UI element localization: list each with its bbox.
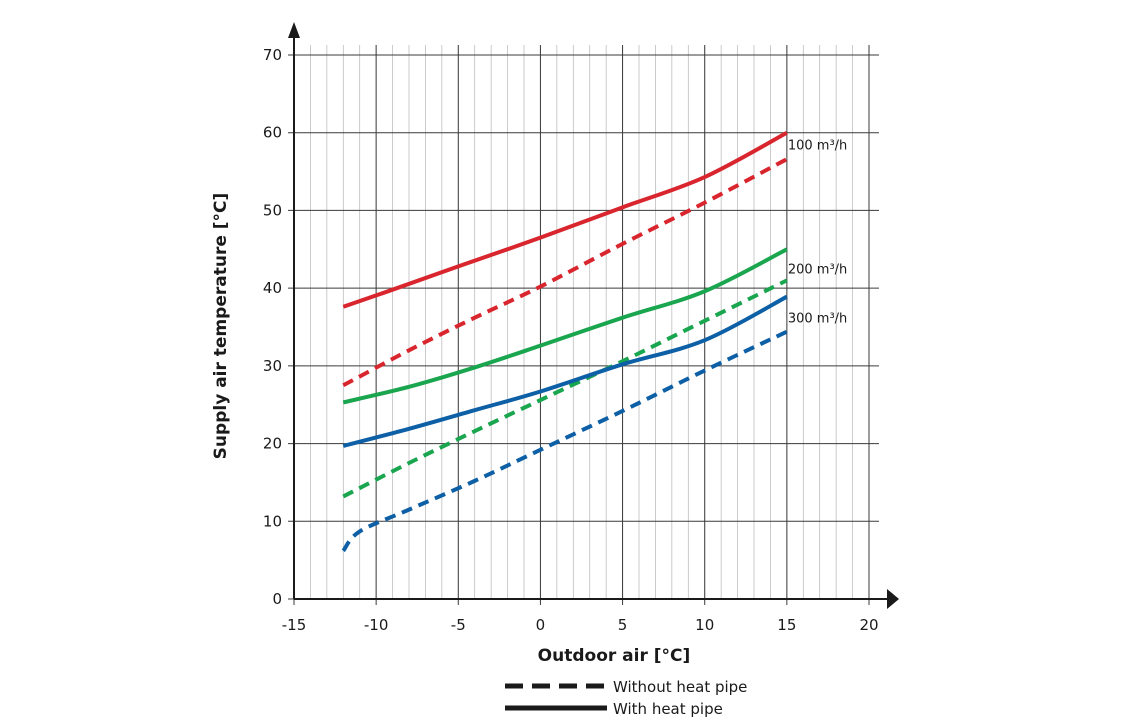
- y-tick-label: 30: [263, 357, 282, 375]
- series-lines: [341, 130, 788, 553]
- y-tick-label: 70: [263, 46, 282, 64]
- y-axis-arrow-icon: [288, 22, 300, 38]
- x-tick-label: -10: [364, 616, 389, 634]
- x-tick-label: 10: [695, 616, 714, 634]
- series-line-200-solid: [342, 247, 788, 405]
- legend: Without heat pipe With heat pipe: [505, 678, 747, 718]
- series-line-100-dashed: [342, 157, 788, 388]
- airflow-label-300: 300 m³/h: [788, 312, 847, 327]
- legend-label-without-heat-pipe: Without heat pipe: [613, 678, 747, 696]
- y-tick-label: 20: [263, 435, 282, 453]
- x-tick-label: 0: [536, 616, 546, 634]
- x-tick-label: -5: [451, 616, 466, 634]
- x-tick-label: 15: [777, 616, 796, 634]
- y-tick-label: 50: [263, 201, 282, 219]
- y-tick-label: 40: [263, 279, 282, 297]
- series-line-100-solid: [342, 130, 788, 309]
- x-tick-label: 20: [859, 616, 878, 634]
- legend-label-with-heat-pipe: With heat pipe: [613, 700, 723, 718]
- x-axis-title: Outdoor air [°C]: [538, 646, 691, 666]
- airflow-label-100: 100 m³/h: [788, 138, 847, 153]
- x-tick-label: 5: [618, 616, 628, 634]
- y-tick-label: 0: [272, 590, 282, 608]
- axes: [288, 22, 899, 609]
- airflow-label-200: 200 m³/h: [788, 263, 847, 278]
- y-axis-title: Supply air temperature [°C]: [211, 193, 231, 460]
- y-tick-label: 10: [263, 512, 282, 530]
- minor-grid: [293, 45, 870, 599]
- x-tick-label: -15: [282, 616, 307, 634]
- y-tick-labels: 0 10 20 30 40 50 60 70: [263, 46, 282, 608]
- x-tick-labels: -15 -10 -5 0 5 10 15 20: [282, 616, 879, 634]
- airflow-labels: 100 m³/h 200 m³/h 300 m³/h: [788, 138, 847, 326]
- x-axis-arrow-icon: [887, 589, 899, 609]
- series-line-300-solid: [342, 294, 788, 448]
- series-line-300-dashed: [341, 329, 788, 553]
- y-tick-label: 60: [263, 124, 282, 142]
- series-line-200-dashed: [342, 278, 788, 499]
